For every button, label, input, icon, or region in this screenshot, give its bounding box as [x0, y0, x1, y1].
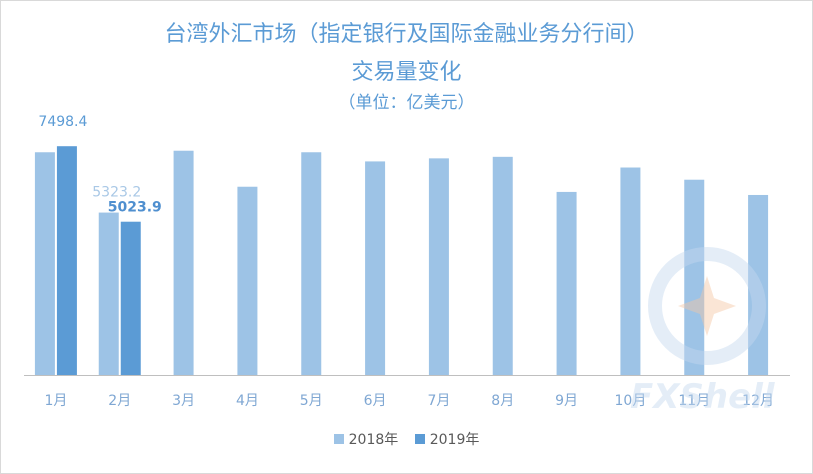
bar-2018-8	[492, 156, 513, 375]
legend-swatch-2018	[333, 434, 344, 444]
bar-2018-2	[98, 212, 119, 375]
chart-legend: 2018年 2019年	[0, 429, 813, 449]
x-tick-label: 11月	[678, 393, 710, 409]
bar-2018-12	[748, 194, 769, 375]
chart-title: 台湾外汇市场（指定银行及国际金融业务分行间）	[164, 22, 649, 47]
bar-2018-10	[620, 167, 641, 375]
x-tick-label: 5月	[300, 393, 323, 409]
chart-subtitle: 交易量变化	[351, 60, 462, 85]
x-tick-label: 7月	[427, 393, 450, 409]
bar-2018-7	[428, 158, 449, 375]
x-tick-label: 6月	[364, 393, 387, 409]
fxshell-logo-watermark: FXShell	[630, 247, 776, 417]
legend-item-2018: 2018年	[333, 429, 399, 449]
legend-item-2019: 2019年	[414, 429, 480, 449]
x-tick-label: 2月	[108, 393, 131, 409]
bar-2018-3	[173, 150, 194, 375]
x-tick-label: 10月	[615, 393, 647, 409]
bar-2018-6	[365, 161, 386, 375]
data-label: 7498.4	[38, 114, 87, 130]
watermark-text: FXShell	[630, 377, 776, 417]
x-tick-label: 3月	[172, 393, 195, 409]
legend-swatch-2019	[414, 434, 425, 444]
bar-2018-1	[34, 152, 55, 375]
bar-2018-9	[556, 191, 577, 375]
data-label: 5323.2	[92, 185, 141, 201]
bar-2019-1	[56, 146, 77, 375]
x-tick-label: 1月	[44, 393, 67, 409]
bar-2018-4	[237, 186, 258, 375]
bar-2018-5	[301, 152, 322, 375]
data-label: 5023.9	[108, 200, 162, 216]
legend-label-2018: 2018年	[348, 432, 399, 448]
bar-2019-2	[120, 221, 141, 375]
x-tick-label: 8月	[491, 393, 514, 409]
bar-2018-11	[684, 179, 705, 375]
chart-unit-label: （单位：亿美元）	[338, 93, 475, 113]
legend-label-2019: 2019年	[429, 432, 480, 448]
x-tick-label: 9月	[555, 393, 578, 409]
x-tick-label: 12月	[742, 393, 774, 409]
x-tick-label: 4月	[236, 393, 259, 409]
